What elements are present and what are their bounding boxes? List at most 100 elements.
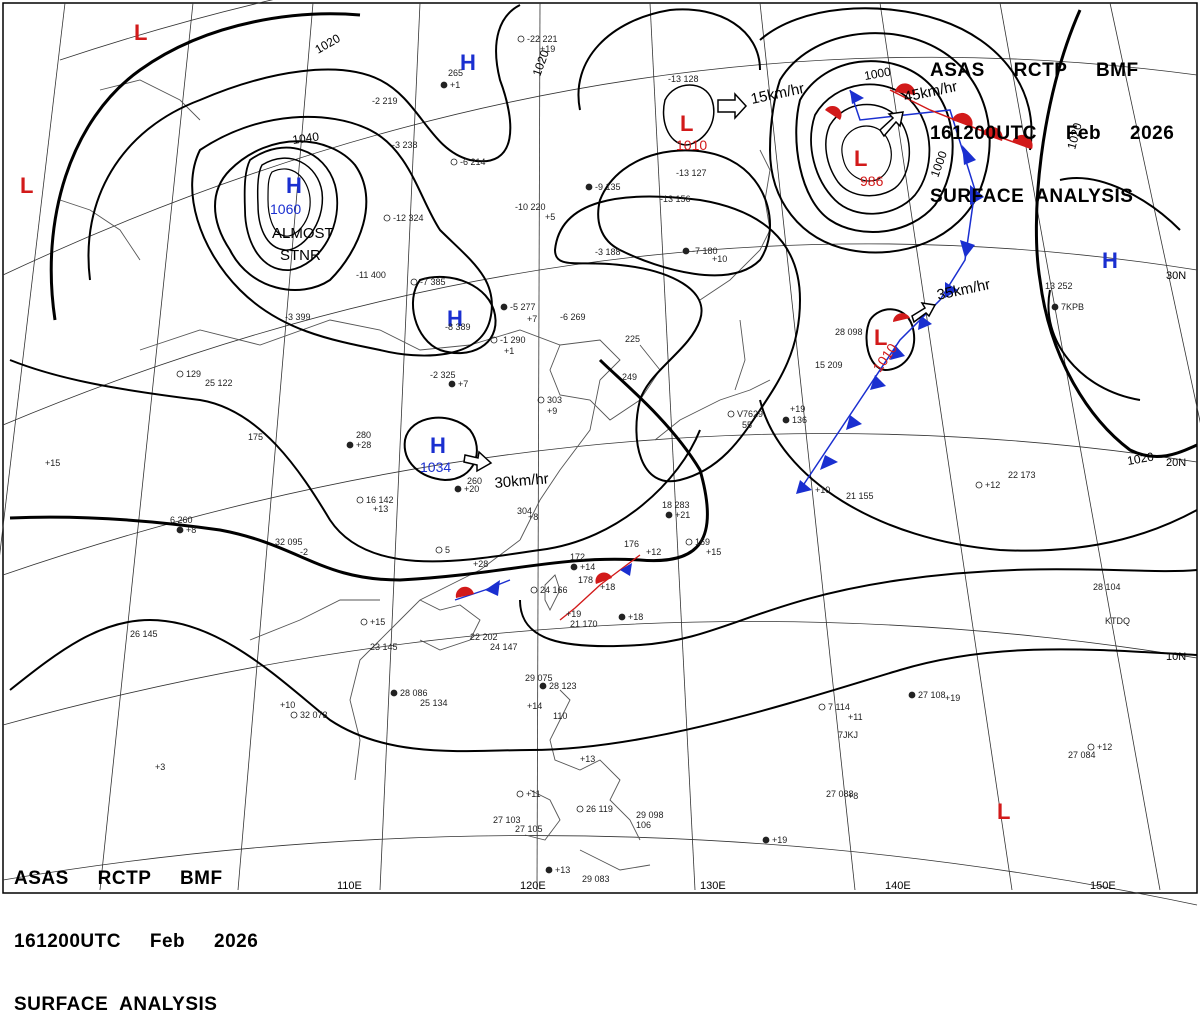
station-plot-value: +19 bbox=[772, 835, 787, 845]
station-plot-value: 5 bbox=[445, 545, 450, 555]
station-plot-value: 16 142 bbox=[366, 495, 394, 505]
station-plot-value: KTDQ bbox=[1105, 616, 1130, 626]
station-marker bbox=[450, 158, 458, 166]
station-plot-value: 23 145 bbox=[370, 642, 398, 652]
longitude-label: 140E bbox=[885, 880, 911, 892]
chart-header-bottom: ASAS RCTP BMF 161200UTC Feb 2026 SURFACE… bbox=[14, 826, 258, 1036]
station-plot-value: -3 399 bbox=[285, 312, 311, 322]
station-plot-value: +20 bbox=[464, 484, 479, 494]
station-plot-value: +8 bbox=[848, 791, 858, 801]
latitude-label: 20N bbox=[1166, 457, 1186, 469]
station-plot-value: +12 bbox=[1097, 742, 1112, 752]
station-plot-value: +8 bbox=[186, 525, 196, 535]
station-marker bbox=[454, 485, 462, 493]
low-pressure-center: L bbox=[20, 173, 33, 198]
station-plot-value: 29 075 bbox=[525, 673, 553, 683]
station-plot-value: -9 135 bbox=[595, 182, 621, 192]
surface-analysis-map: 1040 1020 1020 1000 1000 1020 1020 bbox=[0, 0, 1200, 906]
fronts bbox=[454, 83, 1033, 621]
station-plot-value: -8 389 bbox=[445, 322, 471, 332]
high-pressure-center: H bbox=[447, 306, 463, 331]
station-plot-value: +3 bbox=[155, 762, 165, 772]
station-plot-value: +14 bbox=[527, 701, 542, 711]
station-plot-value: 7KPB bbox=[1061, 302, 1084, 312]
header-title-line: SURFACE ANALYSIS bbox=[930, 186, 1134, 207]
station-plot-value: -5 277 bbox=[510, 302, 536, 312]
station-plot-value: 21 170 bbox=[570, 619, 598, 629]
chart-header-top: ASAS RCTP BMF 161200UTC Feb 2026 SURFACE… bbox=[930, 18, 1174, 228]
station-plot-value: 106 bbox=[636, 820, 651, 830]
station-plot-value: +11 bbox=[526, 789, 541, 799]
station-plot-value: 176 bbox=[624, 539, 639, 549]
motion-label: 30km/hr bbox=[494, 470, 549, 492]
station-marker bbox=[682, 247, 690, 255]
station-plot-value: 175 bbox=[248, 432, 263, 442]
station-plot-value: 110 bbox=[553, 711, 567, 721]
station-plot-value: +10 bbox=[280, 700, 295, 710]
isobar-label: 1000 bbox=[863, 64, 892, 82]
station-plot-value: +11 bbox=[848, 712, 863, 722]
isobar-label: 1020 bbox=[1064, 121, 1085, 151]
station-plot-value: 25 134 bbox=[420, 698, 448, 708]
station-plot-value: 15 209 bbox=[815, 360, 843, 370]
station-plot-value: -1 290 bbox=[500, 335, 526, 345]
station-plot-value: 22 202 bbox=[470, 632, 498, 642]
longitude-label: 110E bbox=[337, 880, 362, 892]
low-pressure-center: L bbox=[134, 20, 147, 45]
station-marker bbox=[570, 563, 578, 571]
station-plot-value: 28 104 bbox=[1093, 582, 1121, 592]
station-plot-value: +1 bbox=[450, 80, 460, 90]
station-marker bbox=[685, 538, 693, 546]
station-plot-value: 21 155 bbox=[846, 491, 874, 501]
coastlines bbox=[59, 79, 771, 871]
station-marker bbox=[585, 183, 593, 191]
station-marker bbox=[290, 711, 298, 719]
station-plot-value: 129 bbox=[186, 369, 201, 379]
station-plot-value: 27 105 bbox=[515, 824, 543, 834]
warm-front-south bbox=[559, 554, 641, 621]
station-plot-value: 32 073 bbox=[300, 710, 328, 720]
station-marker bbox=[727, 410, 735, 418]
station-marker bbox=[356, 496, 364, 504]
header-time-line: 161200UTC Feb 2026 bbox=[930, 123, 1175, 144]
station-plot-value: +19 bbox=[540, 44, 555, 54]
station-marker bbox=[818, 703, 826, 711]
latitude-gridlines bbox=[2, 0, 1198, 906]
isobar-label: 1040 bbox=[291, 129, 320, 147]
station-plot-value: 303 bbox=[547, 395, 562, 405]
station-marker bbox=[516, 790, 524, 798]
station-plot-value: 178 bbox=[578, 575, 593, 585]
high-pressure-center: H bbox=[430, 433, 446, 458]
station-plot-value: 280 bbox=[356, 430, 371, 440]
high-pressure-value: 1034 bbox=[420, 459, 451, 475]
high-pressure-center: H bbox=[1102, 248, 1118, 273]
station-plot-value: +15 bbox=[706, 547, 721, 557]
station-plot-value: +9 bbox=[547, 406, 557, 416]
low-pressure-value: 986 bbox=[860, 173, 884, 189]
station-plot-value: 24 166 bbox=[540, 585, 568, 595]
station-plot-value: 27 088 bbox=[826, 789, 854, 799]
station-plot-value: +5 bbox=[545, 212, 555, 222]
station-plot-value: 13 252 bbox=[1045, 281, 1073, 291]
station-plot-value: 27 103 bbox=[493, 815, 521, 825]
station-plot-value: 7JKJ bbox=[838, 730, 858, 740]
longitude-label: 150E bbox=[1090, 880, 1116, 892]
station-marker bbox=[975, 481, 983, 489]
station-plot-value: -6 214 bbox=[460, 157, 486, 167]
station-marker bbox=[383, 214, 391, 222]
station-plot-value: 27 108 bbox=[918, 690, 946, 700]
station-marker bbox=[1087, 743, 1095, 751]
station-plot-value: 6 260 bbox=[170, 515, 193, 525]
station-plot-value: -22 221 bbox=[527, 34, 558, 44]
station-marker bbox=[410, 278, 418, 286]
station-plot-value: -2 bbox=[300, 547, 308, 557]
station-plot-value: 22 173 bbox=[1008, 470, 1036, 480]
station-plot-value: 265 bbox=[448, 68, 463, 78]
station-plot-value: -3 188 bbox=[595, 247, 621, 257]
station-plot-value: +7 bbox=[527, 314, 537, 324]
station-plot-value: +8 bbox=[528, 512, 538, 522]
header-time-line: 161200UTC Feb 2026 bbox=[14, 931, 259, 952]
low-pressure-center: L bbox=[997, 799, 1010, 824]
station-marker bbox=[618, 613, 626, 621]
